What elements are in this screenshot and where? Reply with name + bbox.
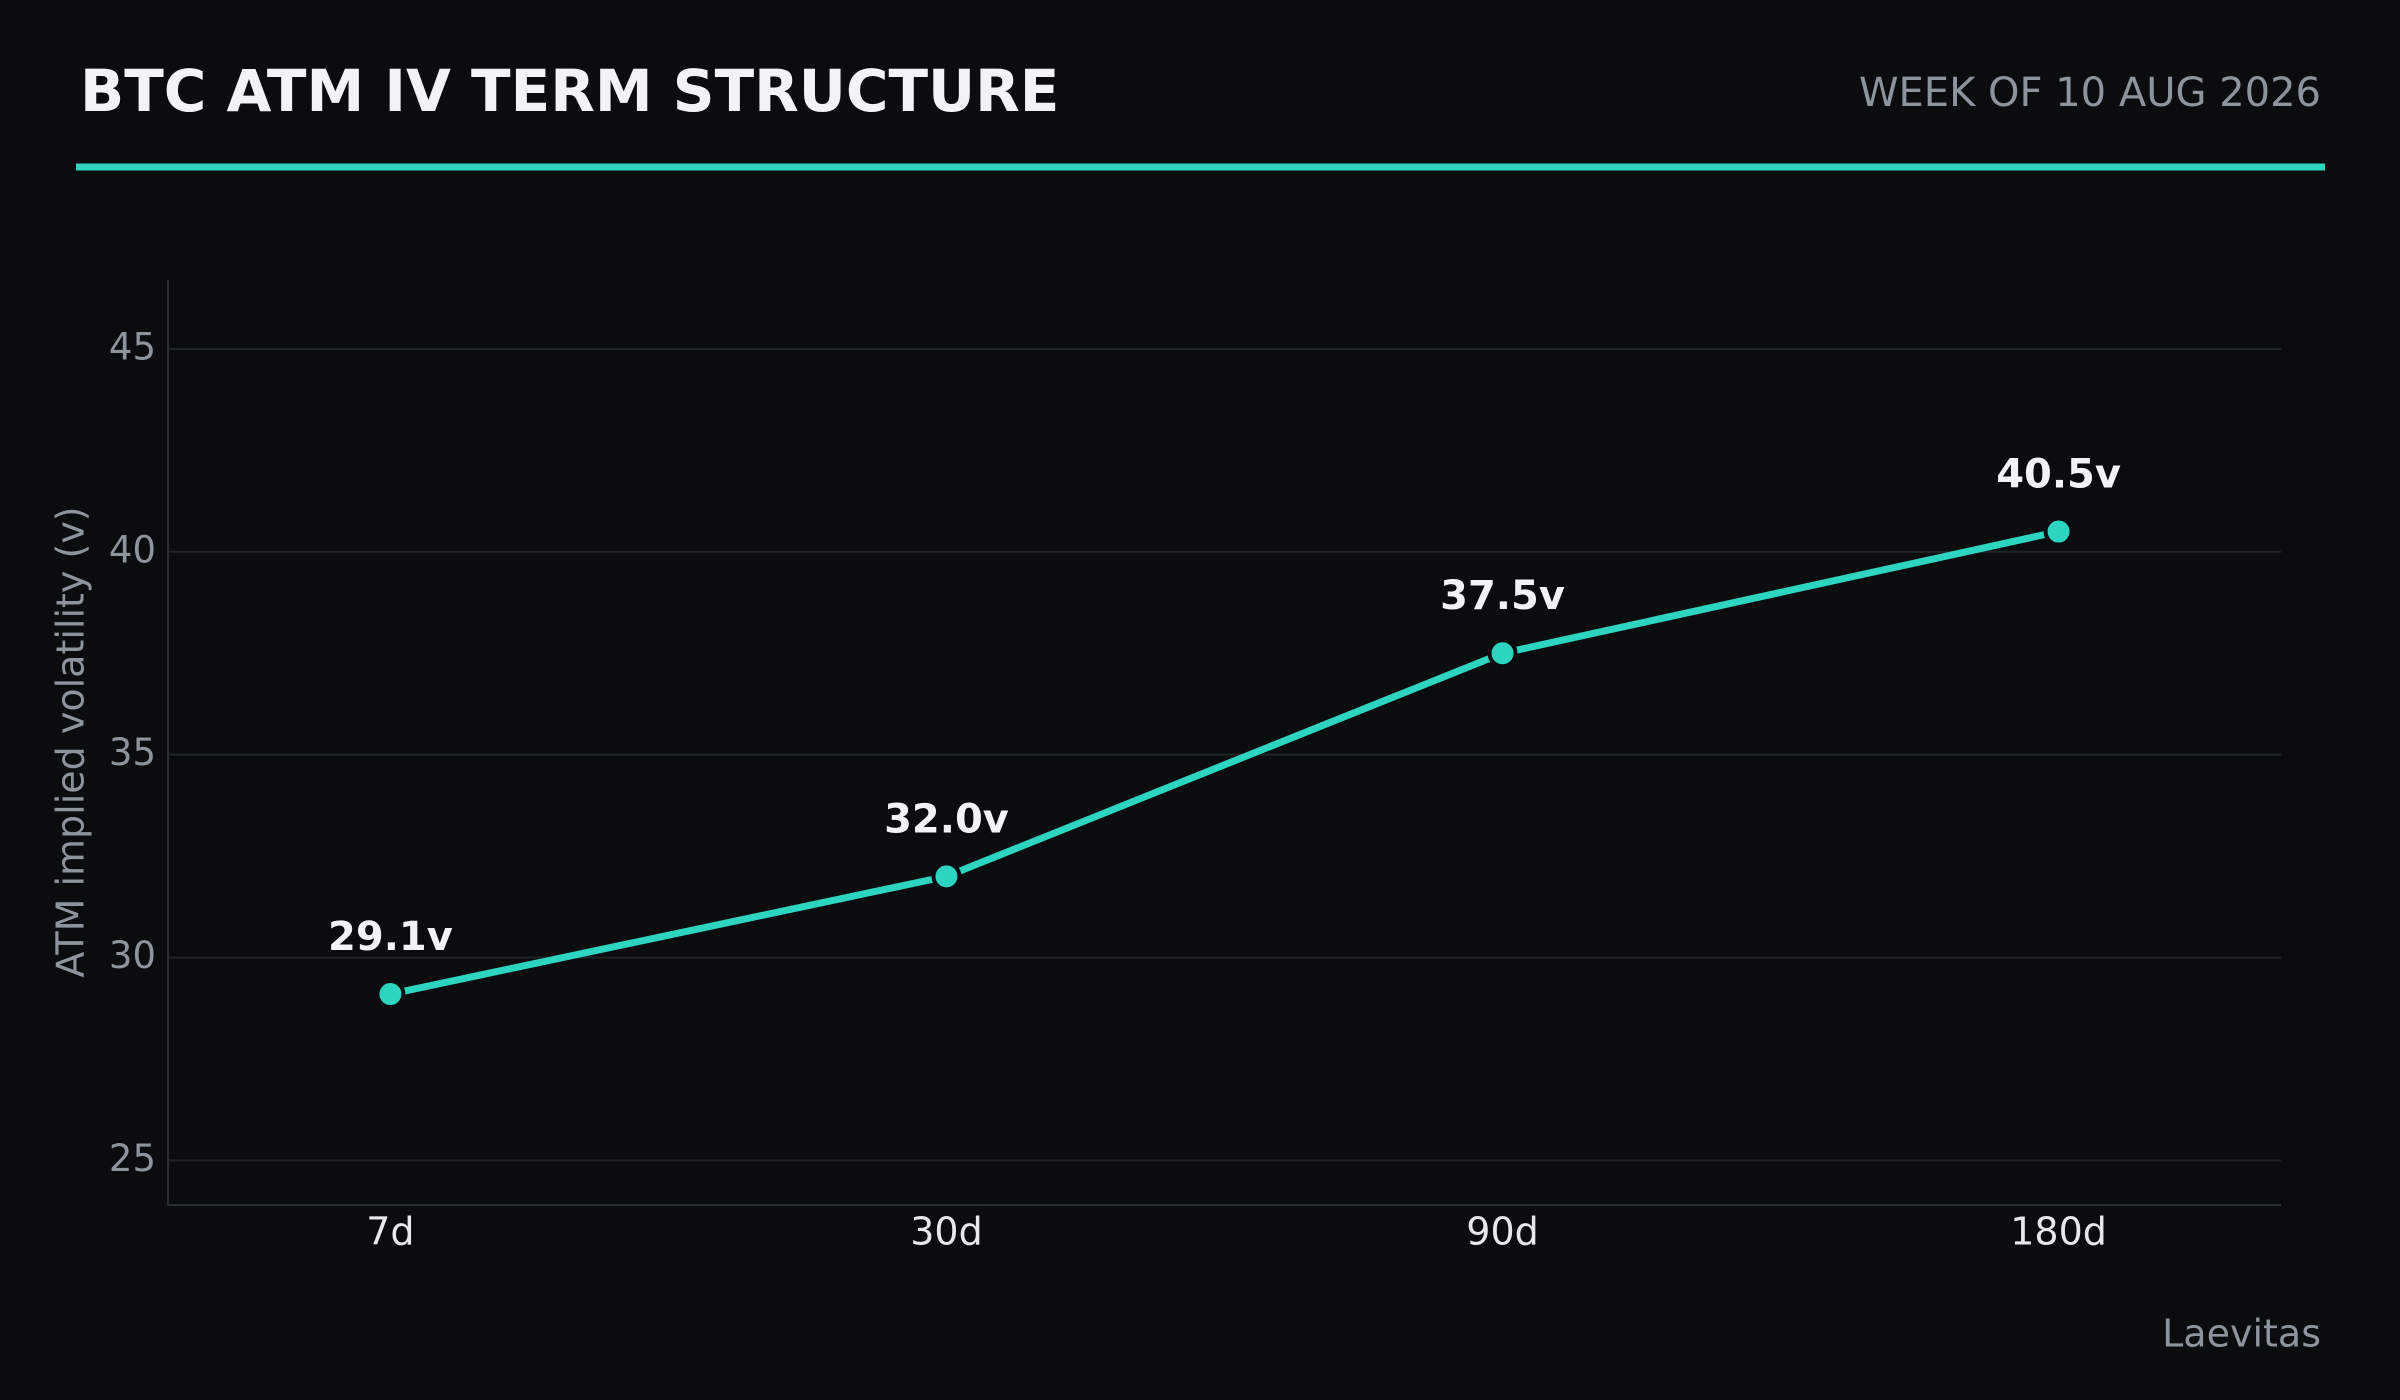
y-tick-label: 30 [109,934,156,977]
line [389,528,2060,998]
y-tick-label: 25 [109,1137,156,1180]
data-label: 40.5v [1996,452,2121,498]
data-label: 37.5v [1440,573,1565,619]
y-tick-label: 35 [109,731,156,774]
x-tick-label: 90d [1466,1210,1538,1254]
chart-subtitle: WEEK OF 10 AUG 2026 [1859,70,2321,116]
data-label: 32.0v [884,796,1009,842]
source-label: Laevitas [2162,1312,2321,1356]
x-tick-label: 180d [2010,1210,2107,1254]
point [931,861,962,892]
y-tick-label: 40 [109,528,156,571]
point [2043,516,2074,547]
y-tick-label: 45 [109,325,156,368]
point [375,979,406,1010]
x-tick-label: 7d [366,1210,414,1254]
data-label: 29.1v [328,914,453,960]
chart-title: BTC ATM IV TERM STRUCTURE [80,57,1059,125]
x-tick-label: 30d [910,1210,982,1254]
y-axis-label: ATM implied volatility (v) [49,506,93,977]
point [1487,638,1518,669]
